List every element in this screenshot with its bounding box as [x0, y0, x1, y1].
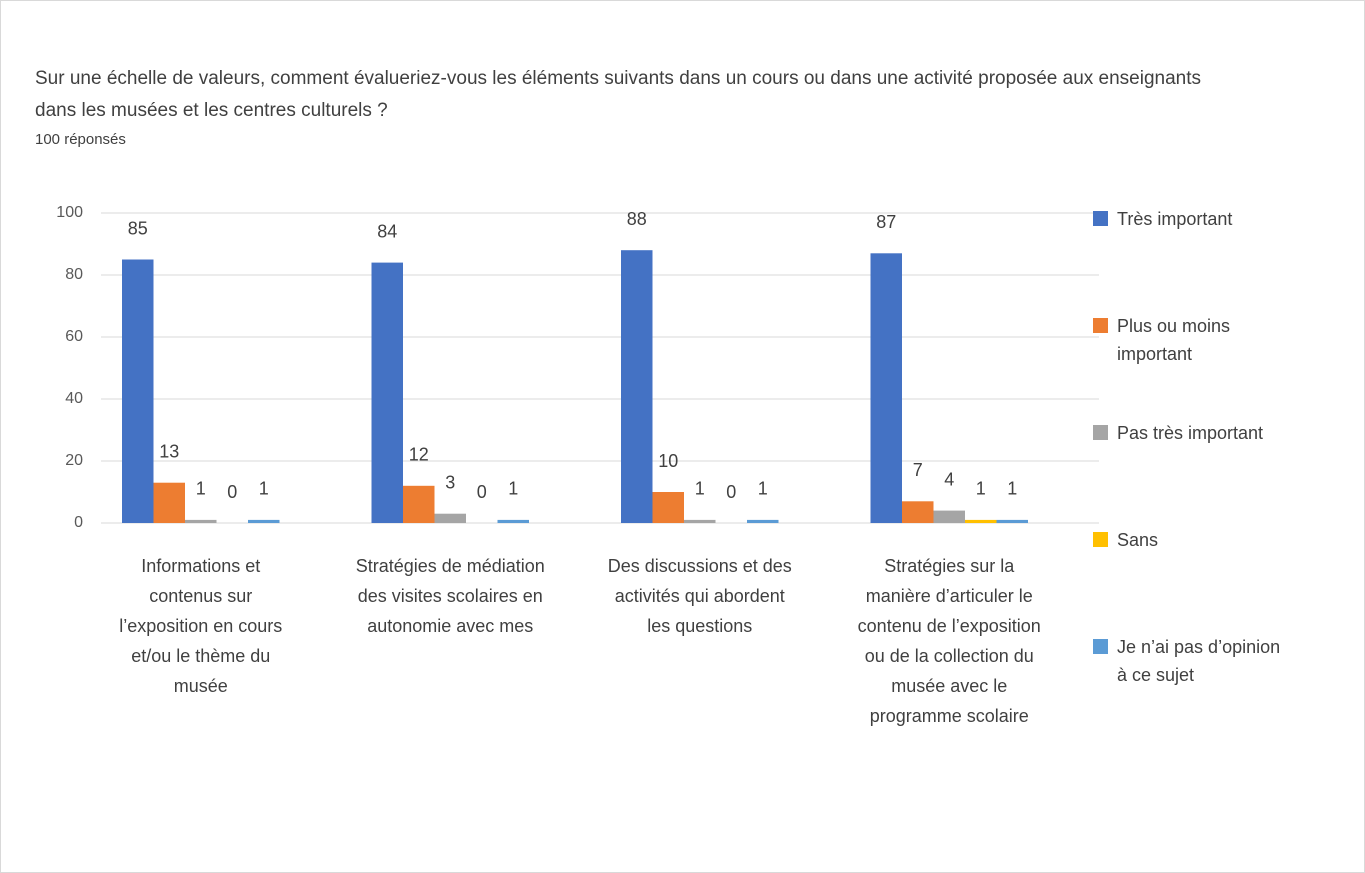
data-label: 13: [159, 441, 179, 461]
legend-label: Je n’ai pas d’opinion à ce sujet: [1117, 637, 1281, 685]
data-label: 4: [944, 469, 954, 489]
data-label: 1: [976, 479, 986, 499]
data-label: 12: [409, 445, 429, 465]
y-tick-label: 0: [74, 514, 83, 531]
chart-subtitle: 100 réponsés: [35, 131, 126, 148]
x-tick-label: Stratégies de médiation des visites scol…: [355, 556, 545, 636]
legend-label: Sans: [1117, 530, 1159, 550]
y-tick-label: 80: [65, 266, 83, 283]
bar: [933, 510, 965, 523]
data-label: 1: [196, 479, 206, 499]
data-label: 1: [508, 479, 518, 499]
data-label: 7: [913, 460, 923, 480]
legend-item: Je n’ai pas d’opinion à ce sujet: [1093, 633, 1287, 689]
legend-swatch: [1093, 211, 1108, 226]
chart-title: Sur une échelle de valeurs, comment éval…: [35, 68, 1202, 121]
data-label: 0: [726, 482, 736, 502]
data-label: 0: [227, 482, 237, 502]
legend-label: Pas très important: [1117, 423, 1264, 443]
bar: [371, 262, 403, 523]
bar: [652, 492, 684, 523]
bar: [497, 519, 529, 523]
x-tick-label: Des discussions et des activités qui abo…: [607, 556, 792, 636]
legend-swatch: [1093, 639, 1108, 654]
bar: [747, 519, 779, 523]
data-label: 1: [695, 479, 705, 499]
bar: [403, 485, 435, 523]
legend-swatch: [1093, 425, 1108, 440]
y-tick-label: 60: [65, 328, 83, 345]
x-tick-label: Informations et contenus sur l’expositio…: [119, 556, 283, 696]
data-label: 87: [876, 212, 896, 232]
bar: [434, 513, 466, 523]
bar: [902, 501, 934, 523]
data-label: 1: [758, 479, 768, 499]
bar: [153, 482, 185, 523]
data-label: 3: [445, 472, 455, 492]
y-tick-label: 40: [65, 390, 83, 407]
data-label: 10: [658, 451, 678, 471]
data-label: 0: [477, 482, 487, 502]
data-label: 88: [627, 209, 647, 229]
legend-label: Plus ou moins important: [1117, 316, 1231, 364]
legend-item: Sans: [1093, 526, 1287, 554]
legend-item: Plus ou moins important: [1093, 312, 1287, 368]
legend-item: Pas très important: [1093, 419, 1287, 447]
legend-label: Très important: [1117, 209, 1233, 229]
bar: [185, 519, 217, 523]
y-tick-label: 100: [56, 204, 83, 221]
data-label: 1: [1007, 479, 1017, 499]
legend-swatch: [1093, 318, 1108, 333]
bar: [248, 519, 280, 523]
bar: [965, 519, 997, 523]
bar: [870, 253, 902, 524]
bar: [684, 519, 716, 523]
bar: [122, 259, 154, 523]
data-label: 85: [128, 218, 148, 238]
legend-swatch: [1093, 532, 1108, 547]
data-label: 1: [259, 479, 269, 499]
legend-item: Très important: [1093, 205, 1287, 233]
y-tick-label: 20: [65, 452, 83, 469]
bar: [621, 250, 653, 523]
bar: [996, 519, 1028, 523]
data-label: 84: [377, 221, 397, 241]
x-tick-label: Stratégies sur la manière d’articuler le…: [857, 556, 1041, 726]
